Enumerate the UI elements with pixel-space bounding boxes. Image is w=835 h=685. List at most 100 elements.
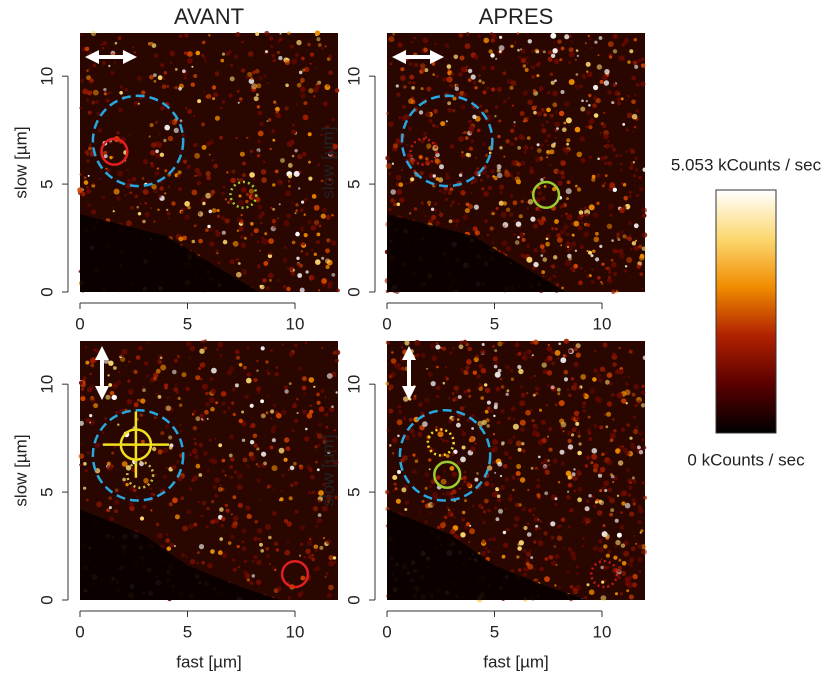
speckle <box>620 168 623 172</box>
speckle <box>204 409 209 415</box>
speckle <box>567 547 572 552</box>
speckle <box>180 552 185 558</box>
speckle <box>232 412 236 417</box>
speckle <box>112 155 115 158</box>
speckle <box>400 366 405 371</box>
speckle <box>266 369 269 372</box>
speckle <box>198 367 201 370</box>
speckle <box>435 177 440 181</box>
speckle <box>149 123 154 128</box>
speckle <box>604 578 607 582</box>
speckle <box>621 398 627 404</box>
speckle <box>126 398 133 405</box>
speckle <box>301 200 305 204</box>
speckle <box>532 393 536 397</box>
speckle <box>185 386 190 392</box>
speckle <box>641 480 646 485</box>
speckle <box>519 226 522 229</box>
speckle <box>475 157 478 160</box>
speckle <box>567 475 572 480</box>
speckle <box>623 269 627 273</box>
speckle <box>598 36 603 40</box>
speckle <box>483 498 489 504</box>
speckle <box>445 172 449 176</box>
speckle <box>480 349 486 355</box>
speckle <box>168 435 173 440</box>
speckle <box>547 91 551 95</box>
y-tick-label: 5 <box>37 487 56 496</box>
speckle <box>597 157 600 161</box>
speckle <box>579 136 586 142</box>
speckle <box>611 147 617 152</box>
speckle <box>202 201 206 206</box>
speckle <box>102 431 105 434</box>
speckle <box>202 55 207 60</box>
speckle <box>493 402 499 407</box>
speckle <box>621 561 627 566</box>
speckle <box>542 369 548 375</box>
speckle <box>307 491 312 495</box>
speckle <box>514 176 521 182</box>
speckle <box>272 488 275 491</box>
speckle <box>639 570 642 573</box>
speckle <box>609 432 616 439</box>
speckle <box>278 447 285 454</box>
speckle <box>611 262 617 268</box>
speckle <box>79 173 82 176</box>
speckle <box>558 400 565 407</box>
speckle <box>518 214 523 219</box>
speckle <box>198 473 203 477</box>
speckle <box>553 545 557 548</box>
speckle <box>588 36 592 41</box>
speckle <box>538 219 545 226</box>
speckle <box>583 516 589 522</box>
speckle <box>459 55 465 61</box>
speckle <box>627 582 633 588</box>
speckle <box>232 567 237 572</box>
speckle <box>517 364 522 370</box>
speckle <box>470 182 474 185</box>
marker-circle <box>426 428 455 457</box>
speckle <box>189 453 193 457</box>
speckle <box>150 163 155 168</box>
speckle <box>489 226 494 231</box>
speckle <box>316 400 321 405</box>
speckle <box>462 214 468 220</box>
speckle <box>540 420 546 425</box>
speckle <box>550 560 557 566</box>
speckle <box>159 152 165 157</box>
speckle <box>518 134 524 140</box>
speckle <box>86 98 90 102</box>
x-tick-label: 5 <box>183 314 192 333</box>
speckle <box>388 207 392 212</box>
speckle <box>264 74 267 78</box>
speckle <box>554 554 560 560</box>
speckle <box>315 259 321 265</box>
speckle <box>538 408 543 412</box>
speckle <box>512 423 519 430</box>
speckle <box>582 394 586 398</box>
speckle <box>632 161 636 164</box>
speckle <box>447 108 452 113</box>
speckle <box>448 219 453 224</box>
speckle <box>576 187 582 192</box>
dark-region <box>80 509 280 600</box>
speckle <box>221 516 226 522</box>
speckle <box>205 95 209 99</box>
speckle <box>421 499 425 503</box>
speckle <box>436 365 439 369</box>
speckle <box>490 169 495 174</box>
speckle <box>303 213 306 216</box>
speckle <box>309 404 312 407</box>
speckle <box>385 155 391 161</box>
speckle <box>322 207 327 213</box>
speckle <box>291 240 296 245</box>
y-tick-label: 5 <box>37 179 56 188</box>
speckle <box>162 545 165 548</box>
speckle <box>199 348 205 354</box>
speckle <box>575 343 581 349</box>
speckle <box>488 49 493 54</box>
speckle <box>239 99 243 103</box>
speckle <box>522 548 527 554</box>
speckle <box>270 44 274 49</box>
